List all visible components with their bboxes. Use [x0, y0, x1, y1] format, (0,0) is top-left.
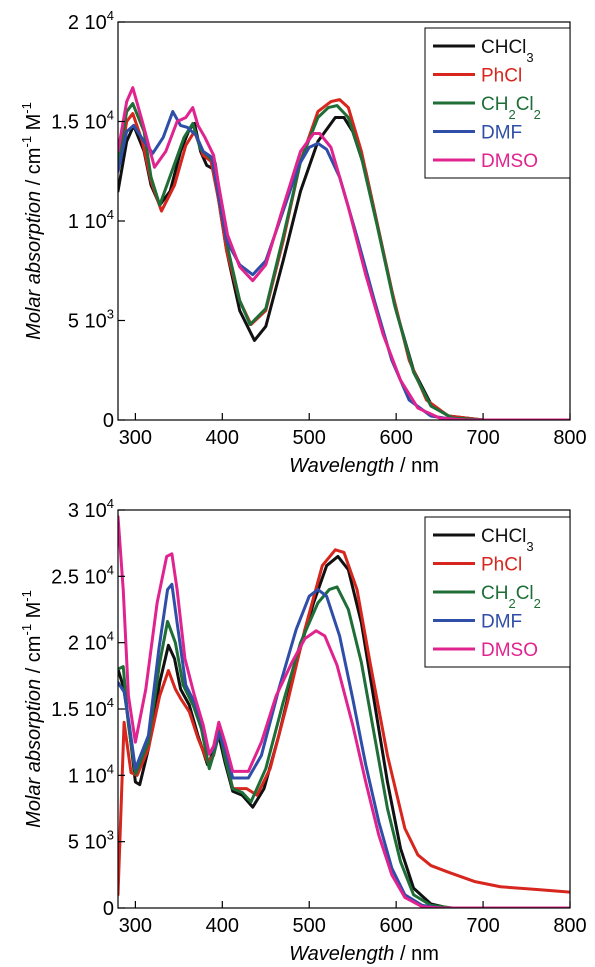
x-tick-label: 800	[553, 915, 586, 937]
x-tick-label: 400	[206, 427, 239, 449]
y-tick-label: 2 104	[68, 8, 114, 34]
y-tick-label: 5 103	[68, 307, 114, 333]
x-tick-label: 700	[466, 915, 499, 937]
y-tick-label: 1.5 104	[51, 695, 114, 721]
chart-panel-2: 300 400 500 600 700 800 0 5 103 1 104 1.5 104 2 10…	[19, 496, 587, 965]
legend-label: DMF	[481, 123, 522, 144]
legend-label: PhCl	[481, 555, 522, 576]
y-tick-label: 1.5 104	[51, 108, 114, 134]
y-tick-label: 1 104	[68, 207, 114, 233]
x-tick-label: 300	[119, 427, 152, 449]
y-tick-label: 0	[103, 898, 114, 920]
legend-label: DMF	[481, 612, 522, 633]
x-tick-label: 700	[466, 427, 499, 449]
x-tick-label: 500	[293, 915, 326, 937]
x-tick-label: 500	[293, 427, 326, 449]
x-axis-label: Wavelength / nm	[289, 943, 439, 965]
y-tick-label: 2 104	[68, 629, 114, 655]
chart-panel-1: 300 400 500 600 700 800 0 5 103 1 104 1.5 104 2 10…	[19, 8, 587, 477]
y-tick-label: 5 103	[68, 828, 114, 854]
x-tick-label: 600	[379, 427, 412, 449]
y-axis-label: Molar absorption / cm-1 M-1	[19, 102, 45, 340]
x-axis-label: Wavelength / nm	[289, 455, 439, 477]
x-tick-label: 400	[206, 915, 239, 937]
legend-label: DMSO	[481, 151, 538, 172]
x-tick-label: 800	[553, 427, 586, 449]
y-tick-label: 1 104	[68, 761, 114, 787]
y-tick-label: 2.5 104	[51, 562, 114, 588]
legend-label: PhCl	[481, 66, 522, 87]
x-tick-label: 600	[379, 915, 412, 937]
y-tick-label: 3 104	[68, 496, 114, 522]
x-tick-label: 300	[119, 915, 152, 937]
y-axis-label: Molar absorption / cm-1 M-1	[19, 590, 45, 828]
y-tick-label: 0	[103, 410, 114, 432]
legend-label: DMSO	[481, 640, 538, 661]
